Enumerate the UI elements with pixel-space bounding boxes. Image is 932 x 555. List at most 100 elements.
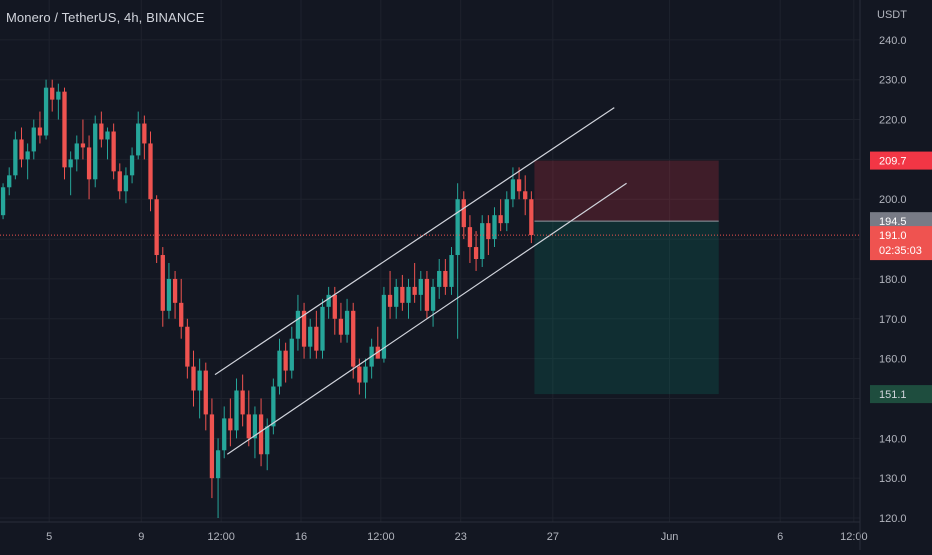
candle-body: [228, 418, 233, 431]
channel-lines[interactable]: [0, 107, 860, 455]
channel-upper-line[interactable]: [214, 107, 615, 376]
candle-body: [123, 175, 129, 192]
candle: [179, 278, 184, 339]
candle: [99, 111, 104, 148]
candle: [25, 143, 30, 180]
candle: [418, 270, 423, 311]
candle-body: [412, 286, 417, 295]
candle-body: [381, 294, 387, 359]
candle: [473, 231, 479, 271]
candle-body: [191, 366, 196, 391]
candle: [185, 318, 190, 379]
candle: [215, 438, 221, 519]
candle: [363, 358, 368, 399]
symbol-title[interactable]: Monero / TetherUS, 4h, BINANCE: [6, 10, 205, 25]
candle-body: [179, 302, 184, 327]
candle: [498, 199, 503, 232]
candle-body: [449, 255, 454, 287]
candle: [37, 111, 43, 144]
x-tick-label: 27: [547, 531, 559, 543]
target-price-tag-bg: [870, 151, 932, 170]
candle: [394, 278, 399, 319]
candle: [228, 398, 233, 447]
candle-body: [197, 370, 202, 391]
candle: [430, 278, 436, 327]
target-price-tag-text: 209.7: [879, 156, 907, 168]
candle-body: [43, 87, 49, 136]
candle-body: [357, 366, 362, 383]
candle-body: [68, 159, 73, 168]
candle-body: [234, 390, 239, 431]
currency-label: USDT: [877, 9, 907, 21]
candle: [111, 123, 116, 180]
candle: [31, 119, 36, 160]
axes: 240.0230.0220.0210.0200.0190.0180.0170.0…: [0, 0, 907, 550]
candle: [13, 131, 18, 180]
candle: [80, 119, 86, 160]
candle-body: [314, 326, 319, 351]
y-tick-label: 240.0: [879, 35, 907, 47]
candle-body: [271, 386, 276, 427]
candle-body: [344, 310, 350, 335]
candle-body: [277, 350, 282, 387]
candle: [461, 191, 466, 240]
entry-price-tag-bg: [870, 212, 932, 231]
candle-body: [265, 426, 270, 455]
candle-body: [406, 286, 411, 303]
candle: [351, 302, 356, 379]
channel-lower-line[interactable]: [226, 182, 627, 455]
candle: [7, 167, 12, 196]
candle-body: [25, 151, 30, 160]
take-profit-zone[interactable]: [534, 221, 719, 395]
candle: [529, 191, 534, 244]
candle: [406, 278, 411, 319]
candle-body: [222, 418, 227, 451]
candle-body: [498, 215, 503, 224]
candle-body: [148, 143, 153, 200]
candle: [191, 350, 196, 407]
candle-body: [338, 318, 344, 335]
candle: [62, 87, 67, 180]
candle: [142, 115, 147, 160]
x-tick-label: Jun: [661, 531, 679, 543]
candle: [492, 207, 497, 248]
candle-body: [172, 278, 178, 303]
last-price-tag-bg: [870, 226, 932, 261]
stop-price-tag-text: 151.1: [879, 389, 907, 401]
x-tick-label: 6: [777, 531, 783, 543]
candle-body: [492, 215, 497, 240]
stop-price-tag-bg: [870, 385, 932, 404]
candle-body: [516, 179, 522, 192]
candle: [326, 286, 331, 319]
candle: [258, 398, 264, 467]
candle: [308, 318, 313, 359]
candle: [381, 286, 387, 363]
candle: [338, 302, 344, 343]
candle-body: [363, 366, 368, 383]
candle: [467, 215, 473, 263]
candle: [314, 310, 319, 359]
candle: [486, 215, 491, 256]
candle-body: [473, 247, 479, 260]
candle: [56, 83, 61, 120]
candle-body: [308, 326, 313, 347]
candle-body: [160, 255, 165, 311]
last-price-tag: 191.0 02:35:03: [870, 226, 932, 261]
candle: [480, 215, 485, 267]
candle-body: [246, 414, 251, 439]
candle-body: [37, 127, 43, 136]
candle-body: [56, 91, 61, 100]
stop-loss-zone[interactable]: [534, 160, 719, 222]
entry-price-tag-text: 194.5: [879, 216, 907, 228]
candle: [68, 151, 73, 196]
candle-body: [215, 450, 221, 479]
y-tick-label: 230.0: [879, 75, 907, 87]
candle-body: [510, 179, 516, 200]
candle-body: [480, 223, 485, 260]
y-tick-label: 170.0: [879, 314, 907, 326]
candle-body: [31, 127, 36, 152]
candle: [449, 247, 454, 295]
candle-body: [332, 294, 337, 319]
